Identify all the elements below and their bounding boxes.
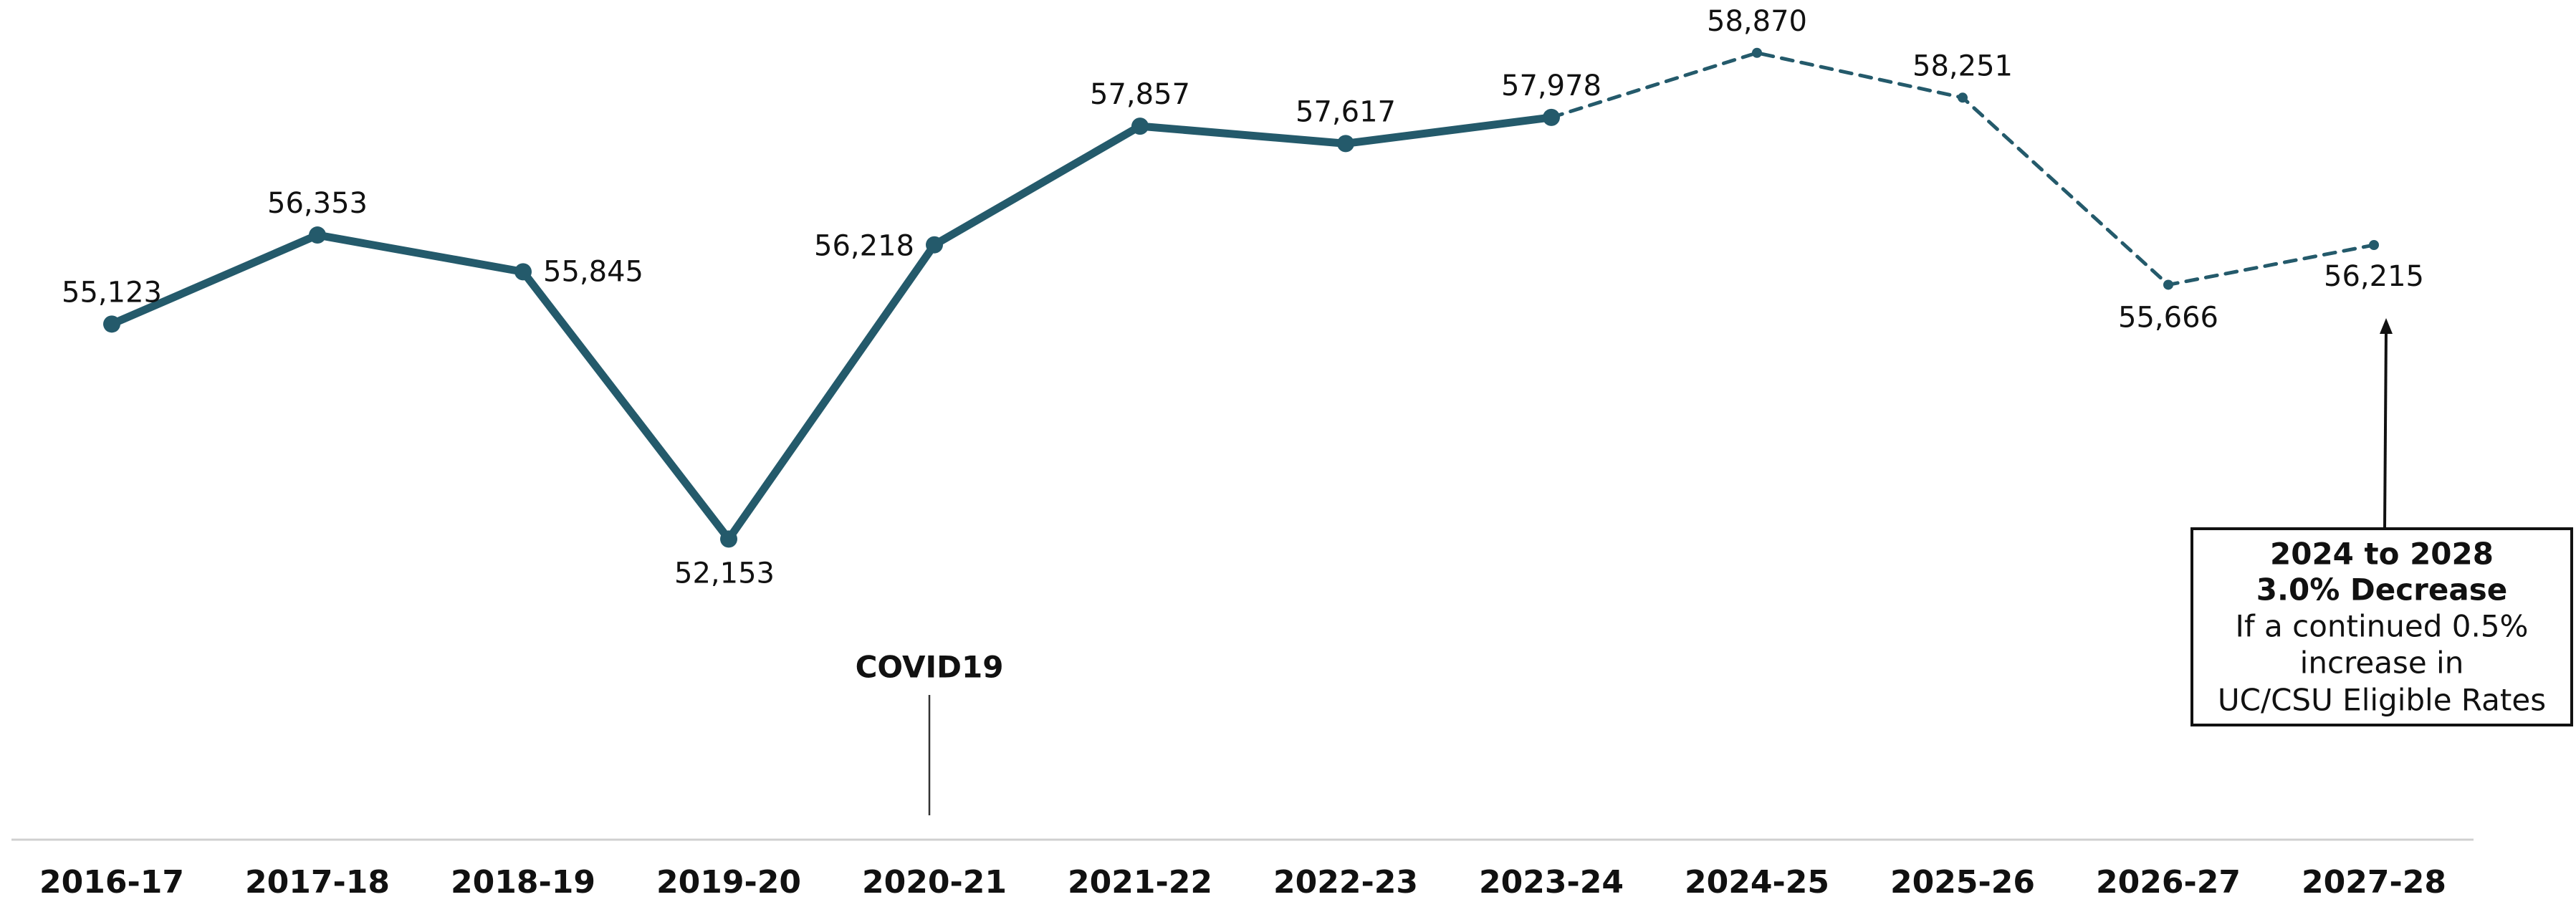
x-tick-label: 2021-22: [1068, 864, 1212, 901]
projected-marker: [1752, 47, 1762, 58]
data-label: 58,251: [1912, 49, 2013, 82]
x-tick-label: 2017-18: [245, 864, 390, 901]
projected-marker: [2369, 240, 2379, 251]
data-label: 56,353: [267, 187, 368, 220]
x-tick-label: 2016-17: [39, 864, 184, 901]
annotation-text: COVID19: [856, 650, 1004, 685]
data-label: 55,845: [543, 255, 643, 288]
data-label: 56,218: [814, 230, 914, 263]
data-label: 56,215: [2324, 260, 2424, 293]
data-label: 52,153: [674, 557, 775, 590]
data-label: 57,978: [1501, 69, 1601, 102]
x-tick-label: 2018-19: [451, 864, 595, 901]
x-tick-label: 2024-25: [1685, 864, 1829, 901]
actual-marker: [309, 226, 326, 244]
x-tick-label: 2026-27: [2096, 864, 2241, 901]
data-label: 55,666: [2118, 301, 2218, 334]
projected-marker: [1546, 112, 1556, 123]
x-tick-label: 2022-23: [1273, 864, 1418, 901]
annotation-arrow: [2383, 327, 2388, 529]
actual-marker: [514, 263, 532, 281]
data-label: 55,123: [62, 276, 162, 309]
projected-marker: [1958, 92, 1968, 103]
x-tick-label: 2023-24: [1479, 864, 1624, 901]
annotation-text: increase in: [2300, 646, 2464, 681]
annotation-text: UC/CSU Eligible Rates: [2218, 683, 2546, 718]
data-label: 57,857: [1090, 78, 1190, 111]
annotation-text: 2024 to 2028: [2270, 537, 2494, 572]
data-label: 58,870: [1707, 5, 1807, 38]
annotation-text: 3.0% Decrease: [2256, 572, 2507, 608]
x-tick-label: 2019-20: [656, 864, 801, 901]
data-label: 57,617: [1296, 95, 1396, 128]
actual-line: [107, 113, 1556, 543]
projected-line: [1549, 51, 2376, 287]
actual-marker: [1337, 135, 1354, 153]
annotation-text: If a continued 0.5%: [2236, 609, 2529, 644]
x-tick-label: 2025-26: [1890, 864, 2035, 901]
projected-marker: [2163, 279, 2173, 290]
actual-marker: [1131, 117, 1149, 135]
annotation-box: [2190, 527, 2573, 726]
actual-marker: [720, 530, 737, 548]
actual-marker: [926, 236, 943, 254]
x-tick-label: 2027-28: [2302, 864, 2446, 901]
actual-marker: [103, 315, 120, 333]
arrow-head: [2380, 318, 2393, 334]
x-tick-label: 2020-21: [862, 864, 1007, 901]
